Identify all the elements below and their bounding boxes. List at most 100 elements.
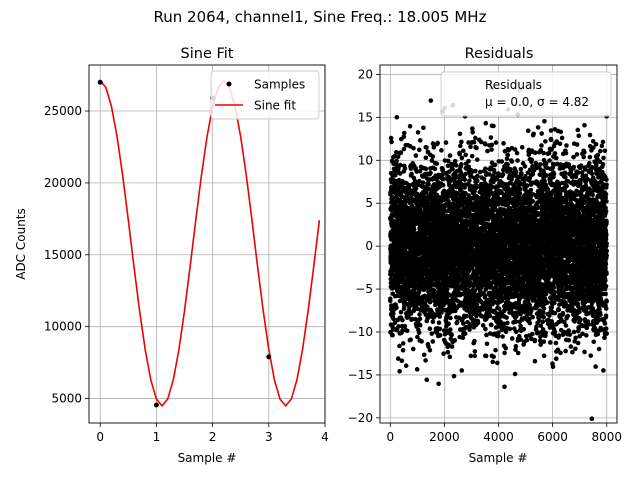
residual-point: [512, 371, 518, 377]
residual-point: [426, 181, 431, 187]
residual-point: [394, 327, 400, 333]
residual-point: [483, 120, 489, 126]
residual-point: [403, 198, 408, 204]
residual-point: [489, 147, 494, 152]
residual-point: [431, 145, 437, 150]
residual-point: [491, 354, 496, 360]
sine-fit-ytick-label: 10000: [44, 320, 82, 334]
residual-point: [409, 171, 414, 177]
residual-point: [474, 302, 480, 307]
residual-point: [390, 195, 395, 201]
residual-point: [490, 359, 496, 365]
residual-point: [423, 155, 429, 161]
residual-point: [487, 172, 492, 177]
residual-point: [436, 320, 442, 326]
residual-point: [440, 172, 445, 178]
sine-fit-ytick-label: 15000: [44, 248, 82, 262]
residual-point: [459, 155, 465, 161]
residual-point: [472, 288, 478, 294]
residual-point: [392, 173, 398, 178]
residual-point: [509, 336, 515, 341]
residual-point: [461, 195, 467, 200]
residual-point: [414, 367, 420, 372]
residual-point: [505, 162, 510, 167]
residual-point: [500, 172, 506, 177]
residual-point: [492, 162, 498, 168]
residual-point: [398, 309, 404, 315]
sine-fit-legend-box: [210, 70, 320, 120]
residual-point: [515, 350, 521, 356]
residual-point: [396, 324, 401, 329]
residual-point: [401, 130, 407, 136]
residual-point: [464, 313, 469, 319]
residual-point: [408, 311, 414, 316]
sine-fit-line: [99, 79, 321, 407]
residual-point: [417, 322, 423, 328]
residual-point: [393, 181, 399, 186]
residual-point: [424, 145, 429, 150]
residual-point: [443, 140, 449, 145]
residual-point: [400, 341, 406, 346]
residual-point: [466, 158, 471, 164]
residual-point: [457, 131, 463, 137]
residual-point: [430, 339, 436, 344]
residual-point: [470, 130, 475, 135]
sine-fit-xtick-label: 0: [96, 430, 104, 444]
residual-point: [398, 162, 403, 168]
residual-point: [440, 182, 446, 188]
residual-point: [425, 304, 430, 310]
residual-point: [406, 183, 412, 188]
residual-point: [473, 135, 478, 141]
sine-fit-xtick-label: 1: [153, 430, 161, 444]
residual-point: [391, 311, 396, 317]
residual-point: [430, 319, 436, 325]
residual-point: [444, 297, 450, 303]
residual-point: [471, 139, 477, 145]
residual-point: [459, 162, 464, 167]
sine-fit-grid: [89, 65, 326, 423]
residuals-panel: Residuals 0 2000 4000 6000 8000−20−15−10−505…: [348, 46, 622, 465]
residual-point: [500, 334, 505, 339]
residual-point: [505, 320, 510, 326]
residual-point: [440, 176, 446, 182]
residual-point: [400, 348, 406, 353]
residual-point: [435, 140, 440, 146]
residual-point: [421, 352, 427, 358]
residual-point: [434, 161, 440, 166]
residual-point: [462, 331, 468, 336]
residual-point: [504, 315, 509, 320]
residual-point: [467, 327, 472, 332]
residual-point: [390, 332, 395, 338]
residual-point: [501, 141, 506, 146]
residual-point: [513, 329, 519, 335]
residual-point: [427, 347, 433, 353]
residual-point: [405, 287, 411, 292]
residual-point: [436, 381, 441, 387]
residual-point: [394, 114, 400, 120]
residual-point: [397, 171, 403, 176]
residual-point: [428, 98, 434, 103]
residual-point: [448, 315, 453, 321]
residual-point: [439, 306, 445, 312]
residual-point: [484, 332, 489, 338]
sine-fit-ytick-label: 20000: [44, 176, 82, 190]
residual-point: [467, 178, 472, 183]
residual-point: [391, 316, 396, 322]
residual-point: [439, 148, 444, 153]
residual-point: [428, 170, 433, 176]
residual-point: [405, 191, 411, 197]
residual-point: [408, 337, 413, 342]
residual-point: [445, 349, 451, 355]
residual-point: [451, 373, 457, 379]
residual-point: [446, 199, 451, 204]
residual-point: [437, 314, 443, 319]
residual-point: [474, 305, 479, 311]
residual-point: [517, 191, 523, 196]
residual-point: [507, 166, 513, 172]
sine-fit-xlabel: Sample #: [178, 451, 237, 465]
residual-point: [459, 368, 465, 373]
sine-fit-legend: Samples Sine fit: [210, 70, 320, 120]
residual-point: [437, 326, 443, 332]
residual-point: [402, 323, 408, 329]
